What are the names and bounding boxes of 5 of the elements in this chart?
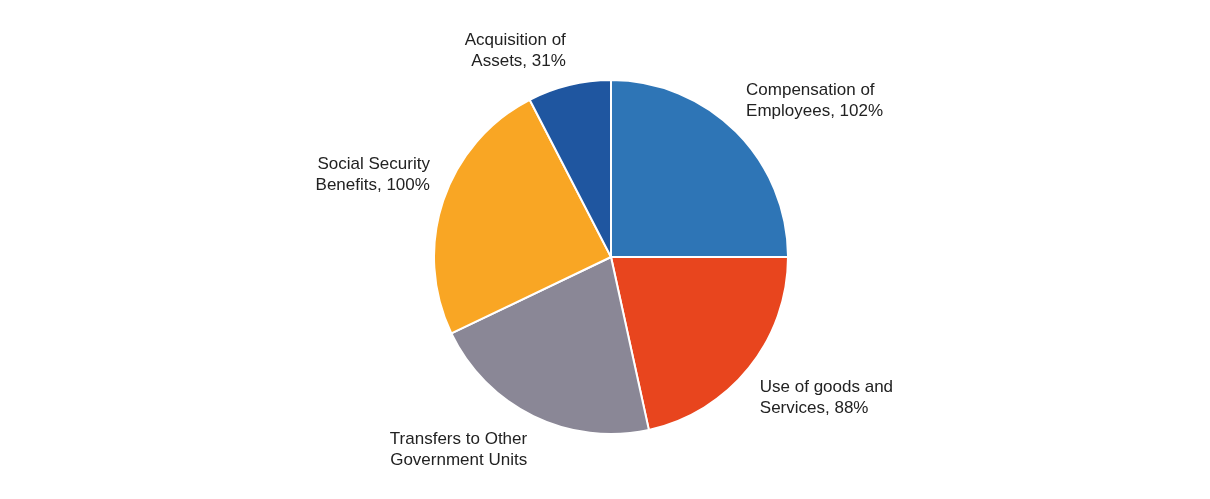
slice-label: Acquisition of Assets, 31% [464, 29, 567, 70]
slice-label: Use of goods and Services, 88% [759, 376, 894, 417]
slice-label: Social Security Benefits, 100% [315, 154, 431, 195]
slice-label: Compensation of Employees, 102% [746, 80, 884, 121]
slice-label: Transfers to Other Government Units [389, 428, 528, 469]
